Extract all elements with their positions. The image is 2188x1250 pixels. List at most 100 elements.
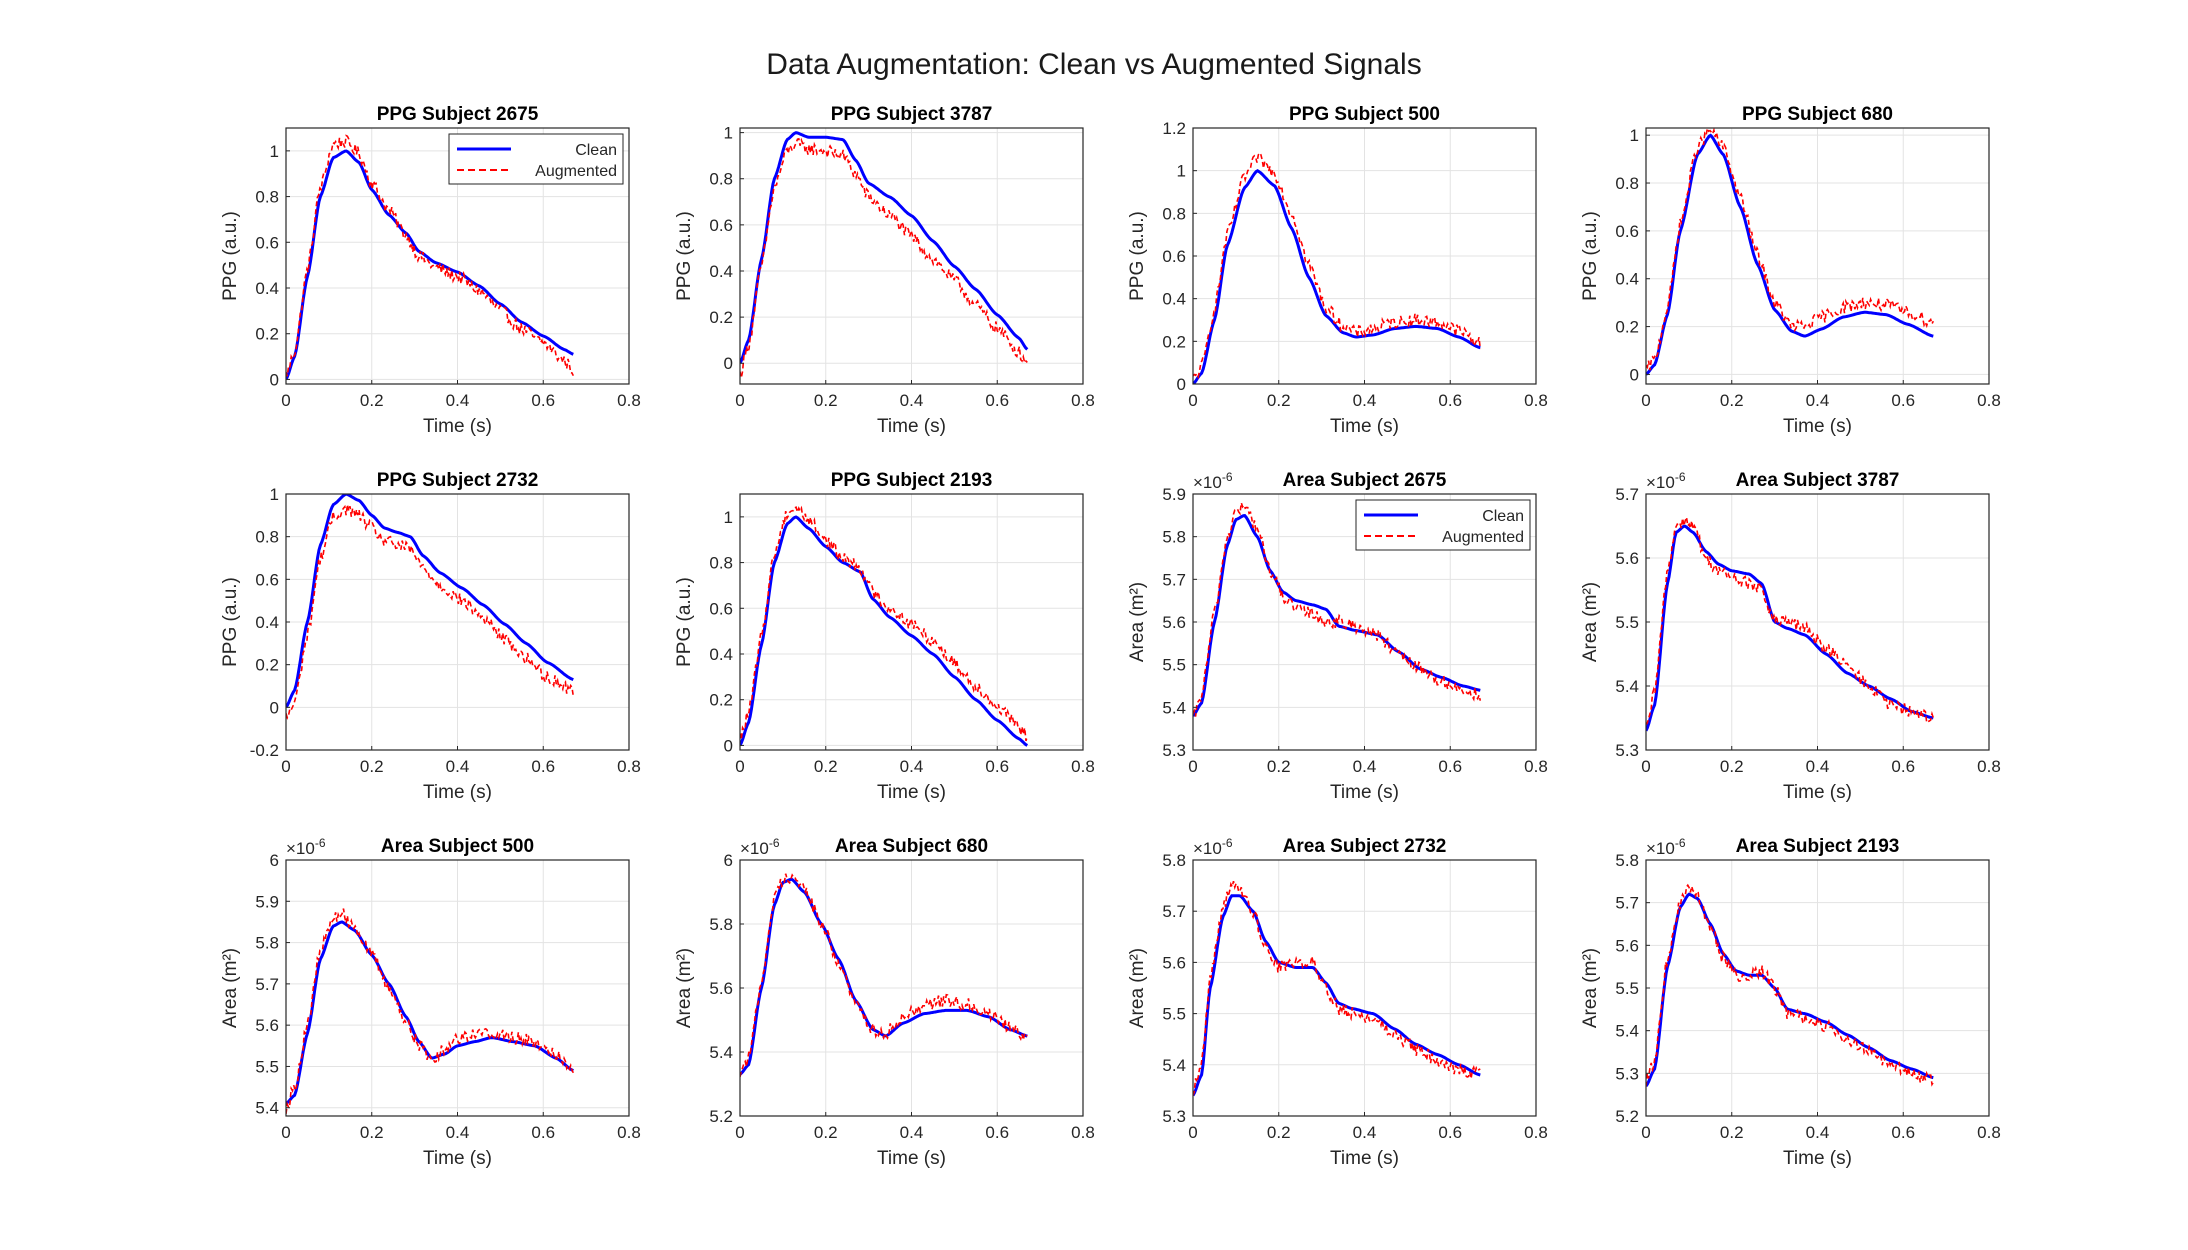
x-tick-label: 0	[1188, 391, 1197, 410]
subplot-title: Area Subject 500	[381, 836, 534, 857]
x-tick-label: 0.6	[985, 757, 1009, 776]
subplot-title: PPG Subject 3787	[831, 104, 993, 125]
series-augmented-line	[1193, 502, 1482, 717]
x-tick-label: 0.8	[617, 1123, 641, 1142]
x-tick-label: 0.2	[360, 1123, 384, 1142]
series-clean-line	[1646, 524, 1934, 732]
y-tick-label: 0.2	[1615, 318, 1639, 337]
series-augmented-line	[1646, 883, 1934, 1087]
x-axis-label: Time (s)	[877, 416, 946, 437]
x-tick-label: 0.6	[1438, 391, 1462, 410]
series-augmented-line	[286, 504, 575, 720]
y-axis-label: Area (m²)	[1580, 582, 1601, 662]
x-tick-label: 0.4	[1806, 1123, 1830, 1142]
series-augmented-line	[1646, 516, 1935, 726]
x-tick-label: 0.8	[1524, 1123, 1548, 1142]
x-tick-label: 0	[735, 391, 744, 410]
y-tick-label: 0.8	[709, 170, 733, 189]
y-tick-label: 0.8	[255, 528, 279, 547]
y-tick-label: 5.4	[255, 1099, 279, 1118]
y-tick-label: 5.6	[1615, 936, 1639, 955]
y-axis-label: Area (m²)	[1127, 948, 1148, 1028]
x-tick-label: 0.8	[1977, 1123, 2001, 1142]
y-tick-label: 5.8	[709, 915, 733, 934]
series-augmented-line	[740, 873, 1028, 1078]
y-tick-label: 5.8	[255, 934, 279, 953]
x-axis-label: Time (s)	[423, 782, 492, 803]
x-axis-label: Time (s)	[1330, 416, 1399, 437]
y-exponent-label: ×10-6	[1193, 470, 1233, 492]
x-axis-label: Time (s)	[423, 416, 492, 437]
y-tick-label: 1	[724, 124, 733, 143]
x-tick-label: 0.6	[1891, 1123, 1915, 1142]
y-tick-label: 0.8	[1162, 204, 1186, 223]
series-clean-line	[1646, 133, 1934, 376]
subplot-2: 0 0.2 0.4 0.6 0.8 0 0.2 0.4 0.6 0.8 1 PPG Subject 3…	[674, 104, 1095, 437]
x-tick-label: 0.8	[617, 757, 641, 776]
subplot-11: 0 0.2 0.4 0.6 0.8 5.3 5.4 5.5 5.6 5.7 5.8 ×10-6 Area…	[1127, 836, 1548, 1169]
legend: Clean Augmented	[1355, 499, 1531, 551]
legend-box	[448, 133, 624, 185]
subplot-title: Area Subject 2732	[1283, 836, 1447, 857]
x-tick-label: 0.2	[1267, 1123, 1291, 1142]
y-exponent-label: ×10-6	[286, 836, 326, 858]
x-tick-label: 0.4	[1353, 391, 1377, 410]
subplot-title: PPG Subject 680	[1742, 104, 1893, 125]
y-tick-label: 5.5	[255, 1057, 279, 1076]
y-exponent-label: ×10-6	[740, 836, 780, 858]
subplot-9: 0 0.2 0.4 0.6 0.8 5.4 5.5 5.6 5.7 5.8 5.9 6 ×10-6 Are…	[220, 836, 641, 1169]
y-tick-label: 0.4	[709, 645, 733, 664]
subplot-title: PPG Subject 2675	[377, 104, 539, 125]
subplot-3: 0 0.2 0.4 0.6 0.8 0 0.2 0.4 0.6 0.8 1 1.2 PPG Subjec…	[1127, 104, 1548, 437]
y-tick-label: 5.4	[1162, 698, 1186, 717]
figure-title: Data Augmentation: Clean vs Augmented Si…	[766, 48, 1422, 81]
y-tick-label: 0.6	[255, 570, 279, 589]
legend-label: Augmented	[535, 163, 617, 180]
y-tick-label: 0.2	[1162, 332, 1186, 351]
y-tick-label: 1	[270, 142, 279, 161]
x-tick-label: 0	[1188, 757, 1197, 776]
x-tick-label: 0.8	[1071, 391, 1095, 410]
y-tick-label: 5.5	[1162, 1005, 1186, 1024]
y-tick-label: 1	[1630, 126, 1639, 145]
x-tick-label: 0.2	[814, 1123, 838, 1142]
y-tick-label: 5.5	[1162, 656, 1186, 675]
subplot-1: 0 0.2 0.4 0.6 0.8 0 0.2 0.4 0.6 0.8 1 PPG Subject 2…	[220, 104, 641, 437]
x-tick-label: 0.2	[814, 757, 838, 776]
x-tick-label: 0.8	[1524, 391, 1548, 410]
y-tick-label: 0.2	[255, 656, 279, 675]
y-tick-label: 5.6	[1162, 613, 1186, 632]
y-tick-label: 5.5	[1615, 979, 1639, 998]
x-axis-label: Time (s)	[877, 1148, 946, 1169]
x-tick-label: 0.8	[1977, 757, 2001, 776]
y-tick-label: 0.4	[709, 262, 733, 281]
subplot-title: PPG Subject 500	[1289, 104, 1440, 125]
series-augmented-line	[1193, 881, 1481, 1096]
y-tick-label: 5.6	[709, 979, 733, 998]
subplot-title: PPG Subject 2732	[377, 470, 539, 491]
x-tick-label: 0.4	[1806, 757, 1830, 776]
x-tick-label: 0.2	[360, 757, 384, 776]
x-tick-label: 0.6	[1438, 1123, 1462, 1142]
subplot-title: Area Subject 680	[835, 836, 988, 857]
x-tick-label: 0.6	[985, 1123, 1009, 1142]
y-tick-label: 0	[1177, 375, 1186, 394]
x-tick-label: 0.8	[1977, 391, 2001, 410]
y-tick-label: 5.3	[1162, 1107, 1186, 1126]
y-tick-label: 0.2	[709, 308, 733, 327]
series-augmented-line	[286, 134, 575, 377]
x-tick-label: 0.2	[1720, 1123, 1744, 1142]
subplot-10: 0 0.2 0.4 0.6 0.8 5.2 5.4 5.6 5.8 6 ×10-6 Area Subj…	[674, 836, 1095, 1169]
x-tick-label: 0.2	[1720, 391, 1744, 410]
x-tick-label: 0.4	[900, 391, 924, 410]
x-tick-label: 0.8	[1524, 757, 1548, 776]
series-clean-line	[1193, 169, 1481, 384]
y-tick-label: 0	[270, 698, 279, 717]
y-tick-label: 5.2	[1615, 1107, 1639, 1126]
x-axis-label: Time (s)	[1330, 782, 1399, 803]
y-exponent-label: ×10-6	[1646, 836, 1686, 858]
x-tick-label: 0.8	[1071, 757, 1095, 776]
y-axis-label: PPG (a.u.)	[674, 211, 695, 301]
y-tick-label: 1	[724, 508, 733, 527]
